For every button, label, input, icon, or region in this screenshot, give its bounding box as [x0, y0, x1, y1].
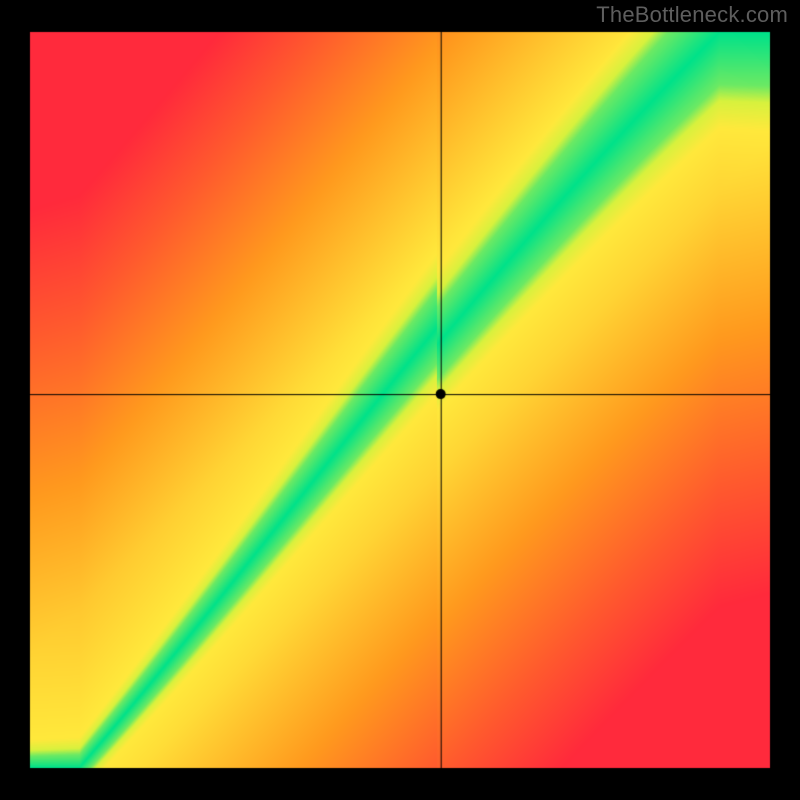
attribution-text: TheBottleneck.com — [596, 2, 788, 28]
heatmap-canvas — [0, 0, 800, 800]
chart-container: TheBottleneck.com — [0, 0, 800, 800]
